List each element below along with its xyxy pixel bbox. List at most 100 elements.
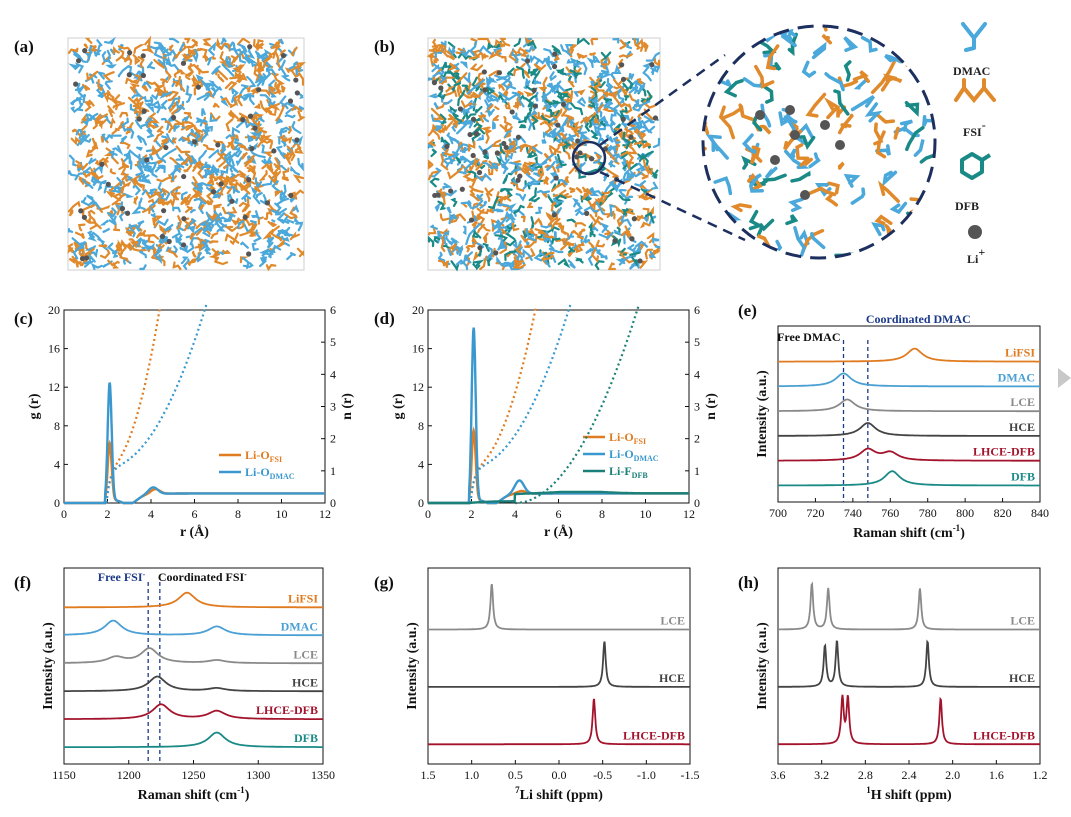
li-ion [180, 60, 187, 66]
molecule [137, 220, 145, 228]
li-ion [457, 106, 464, 112]
molecule [154, 87, 167, 94]
molecule [221, 174, 231, 191]
molecule [529, 55, 541, 64]
molecule [600, 88, 609, 97]
molecule [615, 139, 620, 154]
molecule [276, 212, 289, 225]
molecule [458, 156, 469, 165]
molecule [190, 48, 204, 52]
li-ion [166, 238, 172, 245]
molecule [111, 193, 126, 206]
molecule [558, 223, 565, 234]
molecule [271, 219, 276, 223]
molecule [568, 246, 576, 254]
molecule [592, 55, 602, 64]
molecule [437, 251, 443, 261]
molecule [588, 221, 594, 234]
molecule [141, 245, 152, 252]
molecule [574, 257, 584, 264]
molecule [294, 146, 304, 154]
molecule [171, 137, 177, 144]
molecule [258, 170, 268, 182]
molecule [588, 100, 596, 109]
li-ion [820, 120, 830, 130]
x-tick-label: 2.4 [902, 768, 917, 782]
molecule [589, 231, 596, 238]
molecule [73, 241, 81, 250]
molecule [83, 172, 91, 179]
li-ion [444, 143, 450, 150]
molecule [153, 215, 163, 224]
molecule [632, 99, 640, 110]
molecule [122, 180, 132, 188]
molecule [240, 218, 251, 226]
molecule [878, 180, 900, 203]
molecule [560, 90, 573, 103]
molecule [249, 87, 259, 95]
molecule [139, 264, 147, 271]
molecule [427, 139, 436, 147]
molecule [184, 193, 191, 202]
molecule [238, 201, 251, 212]
molecule [540, 224, 552, 229]
molecule [184, 37, 191, 44]
molecule [252, 136, 264, 148]
molecule [612, 136, 621, 145]
molecule [909, 28, 928, 40]
molecule [531, 161, 548, 170]
y2-axis-label: n (r) [704, 393, 719, 420]
molecule [713, 176, 733, 196]
molecule [79, 133, 90, 146]
li-ion [252, 125, 258, 131]
molecule [504, 250, 517, 262]
molecule [179, 42, 185, 52]
molecule [640, 188, 648, 193]
molecule [742, 77, 764, 89]
molecule [521, 164, 534, 176]
molecule [221, 96, 233, 107]
molecule [513, 37, 522, 48]
series-label: LCE [1010, 614, 1035, 628]
molecule [575, 209, 586, 216]
li-ion [503, 144, 509, 150]
molecule [530, 156, 538, 168]
li-ion [770, 155, 780, 165]
molecule [484, 99, 493, 110]
molecule [84, 37, 93, 44]
molecule [252, 190, 261, 205]
molecule [75, 128, 84, 138]
li-ion [126, 72, 132, 78]
molecule [68, 208, 74, 217]
molecule [635, 128, 647, 139]
molecule [259, 94, 272, 107]
x-tick-label: 2 [469, 507, 475, 521]
molecule [253, 64, 260, 78]
molecule [184, 153, 194, 164]
molecule [765, 166, 778, 179]
molecule [197, 243, 203, 254]
molecule [503, 115, 512, 126]
li-ion [448, 188, 454, 194]
y2-tick-label: 6 [694, 303, 700, 317]
molecule [467, 200, 473, 209]
molecule [837, 113, 854, 135]
molecule [518, 116, 527, 124]
next-arrow-icon[interactable] [1058, 368, 1071, 388]
li-ion [629, 236, 635, 242]
molecule [533, 217, 543, 226]
molecule [143, 234, 160, 240]
y2-tick-label: 5 [694, 335, 700, 349]
molecule [119, 141, 131, 150]
molecule [224, 152, 236, 162]
molecule [561, 230, 570, 240]
molecule [214, 219, 226, 232]
molecule [756, 234, 773, 251]
series-label: HCE [1009, 420, 1035, 434]
molecule [224, 80, 238, 91]
molecule [541, 137, 547, 145]
molecule [244, 159, 252, 168]
li-ion [551, 63, 558, 70]
panel-label-b: (b) [374, 37, 395, 56]
molecule [172, 80, 181, 88]
